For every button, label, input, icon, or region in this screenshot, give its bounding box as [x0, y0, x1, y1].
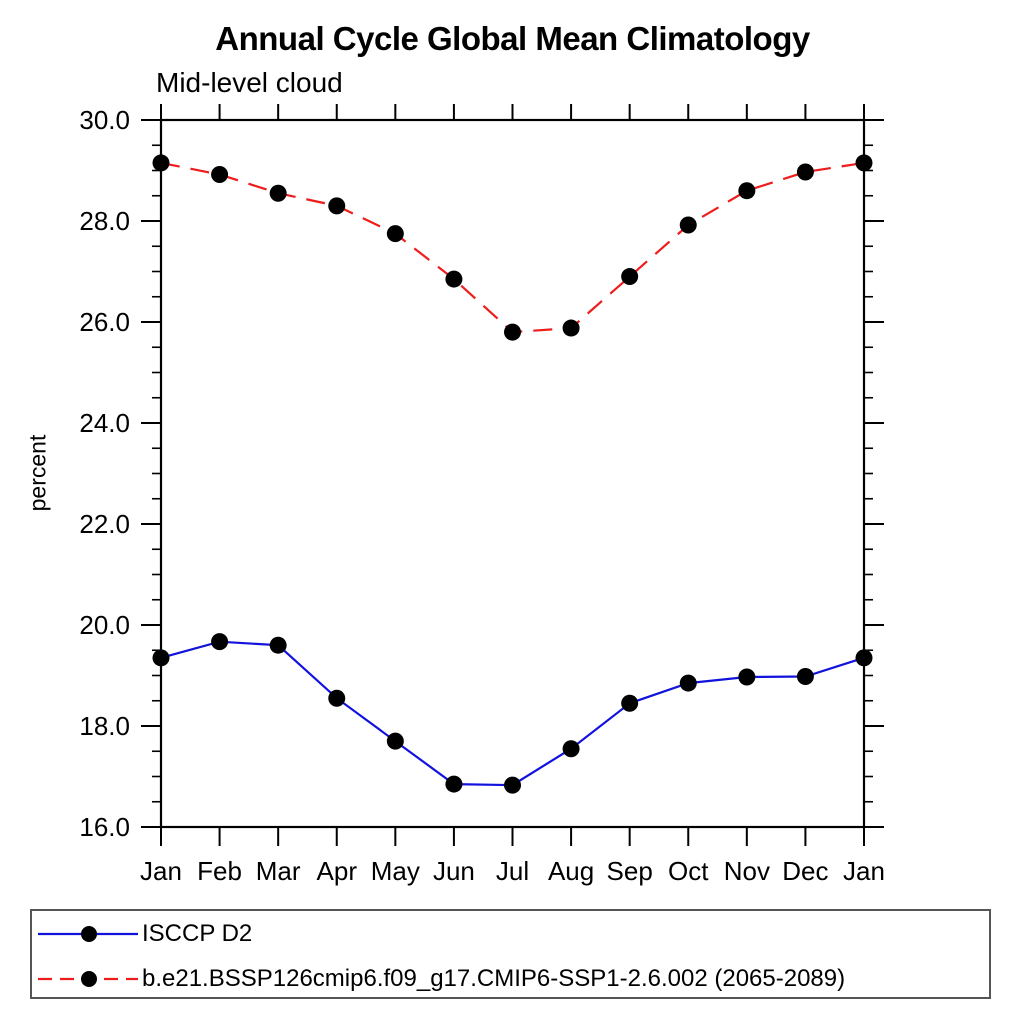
- legend-marker-dashed: [38, 971, 138, 987]
- y-tick-label: 28.0: [79, 206, 130, 236]
- x-tick-label: Feb: [197, 856, 242, 886]
- data-point: [504, 323, 521, 341]
- data-point: [621, 268, 639, 286]
- x-tick-label: Mar: [256, 856, 301, 886]
- legend-dot-icon: [81, 926, 97, 942]
- data-point: [855, 154, 873, 172]
- legend-marker-solid: [38, 926, 138, 942]
- legend-item-isccp: ISCCP D2: [38, 920, 253, 947]
- data-point: [796, 668, 814, 686]
- x-tick-label: Jan: [140, 856, 182, 886]
- data-point: [738, 182, 756, 200]
- series-line-1: [160, 161, 865, 334]
- data-point: [211, 166, 229, 184]
- data-point: [152, 154, 170, 172]
- y-tick-label: 24.0: [79, 408, 130, 438]
- y-tick-label: 26.0: [79, 307, 130, 337]
- x-tick-label: Jun: [433, 856, 475, 886]
- chart-subtitle: Mid-level cloud: [156, 67, 343, 98]
- data-point: [562, 319, 580, 337]
- chart-title: Annual Cycle Global Mean Climatology: [215, 20, 810, 57]
- y-tick-label: 18.0: [79, 711, 130, 741]
- y-tick-label: 22.0: [79, 509, 130, 539]
- legend-label-model: b.e21.BSSP126cmip6.f09_g17.CMIP6-SSP1-2.…: [142, 965, 846, 992]
- data-point: [621, 694, 639, 712]
- data-point: [152, 649, 170, 667]
- data-point: [504, 776, 521, 794]
- y-tick-label: 20.0: [79, 610, 130, 640]
- data-point: [738, 668, 756, 686]
- data-point: [679, 674, 697, 692]
- data-point: [211, 633, 229, 651]
- legend-label-isccp: ISCCP D2: [142, 920, 253, 947]
- plot-border: [159, 118, 866, 829]
- data-point: [386, 732, 404, 750]
- data-point: [562, 740, 580, 758]
- x-tick-label: Jan: [843, 856, 885, 886]
- data-point: [855, 649, 873, 667]
- x-tick-label: Sep: [607, 856, 653, 886]
- x-tick-label: Nov: [724, 856, 770, 886]
- x-tick-label: May: [371, 856, 420, 886]
- data-point: [269, 184, 287, 202]
- data-point: [679, 216, 697, 234]
- data-point: [386, 225, 404, 243]
- data-point: [796, 163, 814, 181]
- y-tick-label: 30.0: [79, 105, 130, 135]
- x-tick-label: Jul: [496, 856, 529, 886]
- legend-dot-icon: [81, 971, 97, 987]
- data-point: [445, 775, 463, 793]
- y-tick-label: 16.0: [79, 812, 130, 842]
- legend-item-model: b.e21.BSSP126cmip6.f09_g17.CMIP6-SSP1-2.…: [38, 965, 846, 992]
- x-tick-label: Dec: [782, 856, 828, 886]
- x-tick-label: Oct: [668, 856, 709, 886]
- data-point: [328, 689, 346, 707]
- data-point: [328, 197, 346, 215]
- x-tick-label: Aug: [548, 856, 594, 886]
- legend-box: ISCCP D2 b.e21.BSSP126cmip6.f09_g17.CMIP…: [30, 909, 991, 999]
- x-tick-label: Apr: [317, 856, 358, 886]
- series-line-0: [160, 640, 865, 787]
- data-point: [269, 636, 287, 654]
- data-point: [445, 270, 463, 288]
